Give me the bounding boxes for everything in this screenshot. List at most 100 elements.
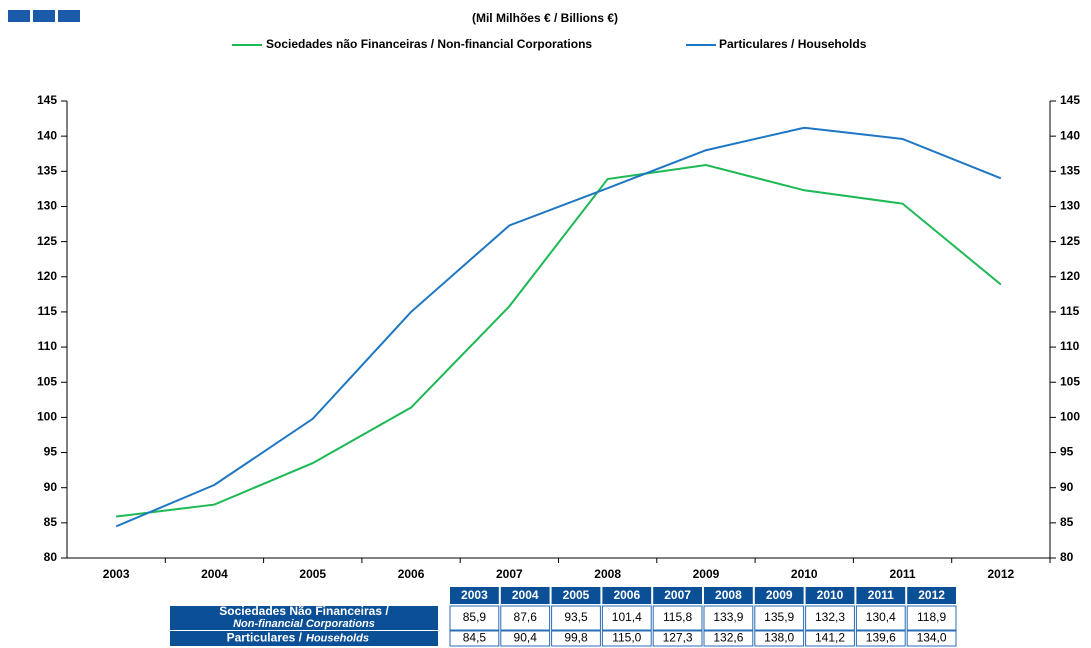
table-cell bbox=[500, 605, 551, 631]
y-tick-label: 80 bbox=[44, 550, 58, 564]
table-value: 135,9 bbox=[764, 610, 794, 624]
table-header-cell bbox=[704, 587, 753, 604]
y-tick-label: 105 bbox=[37, 374, 57, 388]
table-cell bbox=[906, 630, 957, 647]
table-value: 138,0 bbox=[764, 631, 794, 645]
table-value: 85,9 bbox=[463, 610, 487, 624]
y2-tick-label: 90 bbox=[1060, 480, 1074, 494]
table-header-text: 2009 bbox=[766, 588, 793, 602]
table-cell bbox=[551, 605, 601, 631]
x-tick-label: 2007 bbox=[496, 567, 523, 581]
y2-tick-label: 85 bbox=[1060, 515, 1074, 529]
table-header-text: 2010 bbox=[817, 588, 844, 602]
table-cell bbox=[601, 630, 652, 647]
logo-block bbox=[33, 10, 55, 22]
y-tick-label: 95 bbox=[44, 445, 58, 459]
table-cell bbox=[906, 605, 957, 631]
logo-block bbox=[58, 10, 80, 22]
table-value: 101,4 bbox=[612, 610, 642, 624]
table-header-text: 2005 bbox=[563, 588, 590, 602]
table-header-cell bbox=[450, 587, 499, 604]
table-value: 93,5 bbox=[564, 610, 588, 624]
table-row-label-cell bbox=[170, 631, 438, 646]
x-tick-label: 2011 bbox=[890, 567, 916, 581]
y-tick-label: 85 bbox=[44, 515, 58, 529]
table-header-cell bbox=[754, 587, 804, 604]
table-row-label: Sociedades Não Financeiras / bbox=[219, 604, 389, 618]
table-header-text: 2012 bbox=[918, 588, 945, 602]
y2-tick-label: 125 bbox=[1060, 234, 1080, 248]
table-value: 118,9 bbox=[917, 610, 946, 624]
y-tick-label: 115 bbox=[38, 304, 58, 318]
logo-block bbox=[8, 10, 30, 22]
table-header-cell bbox=[653, 587, 702, 604]
series-line bbox=[116, 163, 1002, 518]
x-tick-label: 2004 bbox=[201, 567, 228, 581]
table-cell bbox=[754, 605, 805, 631]
table-header-text: 2011 bbox=[868, 588, 894, 602]
table-value: 84,5 bbox=[463, 631, 487, 645]
table-header-cell bbox=[907, 587, 956, 604]
chart-title: (Mil Milhões € / Billions €) bbox=[472, 11, 618, 25]
y2-tick-label: 120 bbox=[1060, 269, 1080, 283]
table-cell bbox=[805, 605, 855, 631]
table-value: 133,9 bbox=[713, 610, 743, 624]
table-value: 115,8 bbox=[663, 610, 692, 624]
table-value: 99,8 bbox=[564, 631, 588, 645]
table-header-cell bbox=[856, 587, 906, 604]
table-value: 132,6 bbox=[713, 631, 743, 645]
table-row-label-cell bbox=[170, 606, 438, 630]
table-cell bbox=[500, 630, 551, 647]
table-header-cell bbox=[551, 587, 601, 604]
y-tick-label: 125 bbox=[37, 234, 57, 248]
table-header-text: 2007 bbox=[664, 588, 691, 602]
legend-label: Sociedades não Financeiras / Non-financi… bbox=[266, 37, 592, 51]
table-cell bbox=[754, 630, 805, 647]
y2-tick-label: 80 bbox=[1060, 550, 1074, 564]
table-cell bbox=[449, 605, 500, 631]
y-tick-label: 140 bbox=[37, 128, 57, 142]
table-header-text: 2008 bbox=[715, 588, 742, 602]
y-tick-label: 130 bbox=[37, 199, 57, 213]
y-tick-label: 90 bbox=[44, 480, 58, 494]
table-value: 141,2 bbox=[815, 631, 845, 645]
table-value: 127,3 bbox=[663, 631, 693, 645]
legend-label: Particulares / Households bbox=[719, 37, 867, 51]
y2-tick-label: 140 bbox=[1060, 128, 1080, 142]
x-tick-label: 2012 bbox=[987, 567, 1014, 581]
table-cell bbox=[601, 605, 652, 631]
table-cell bbox=[703, 605, 754, 631]
table-header-cell bbox=[500, 587, 550, 604]
y2-tick-label: 110 bbox=[1060, 339, 1080, 353]
y2-tick-label: 95 bbox=[1060, 445, 1074, 459]
x-tick-label: 2009 bbox=[693, 567, 720, 581]
y2-tick-label: 145 bbox=[1060, 93, 1080, 107]
table-value: 115,0 bbox=[612, 631, 641, 645]
y2-tick-label: 100 bbox=[1060, 410, 1080, 424]
table-header-cell bbox=[602, 587, 652, 604]
table-cell bbox=[449, 630, 500, 647]
logo bbox=[8, 10, 80, 22]
table-cell bbox=[652, 605, 703, 631]
y2-tick-label: 115 bbox=[1060, 304, 1080, 318]
table-cell bbox=[703, 630, 754, 647]
y2-tick-label: 135 bbox=[1060, 163, 1080, 177]
y2-tick-label: 130 bbox=[1060, 199, 1080, 213]
y2-tick-label: 105 bbox=[1060, 374, 1080, 388]
table-value: 139,6 bbox=[866, 631, 896, 645]
table-value: 87,6 bbox=[514, 610, 538, 624]
y-tick-label: 135 bbox=[37, 163, 57, 177]
y-tick-label: 120 bbox=[37, 269, 57, 283]
x-tick-label: 2003 bbox=[103, 567, 130, 581]
y-tick-label: 145 bbox=[37, 93, 57, 107]
table-value: 130,4 bbox=[866, 610, 896, 624]
y-tick-label: 100 bbox=[37, 410, 57, 424]
table-row-label: Particulares / bbox=[227, 631, 303, 645]
table-header-text: 2003 bbox=[461, 588, 488, 602]
table-cell bbox=[551, 630, 601, 647]
series-line bbox=[115, 126, 1002, 528]
x-tick-label: 2010 bbox=[791, 567, 818, 581]
x-tick-label: 2008 bbox=[594, 567, 621, 581]
